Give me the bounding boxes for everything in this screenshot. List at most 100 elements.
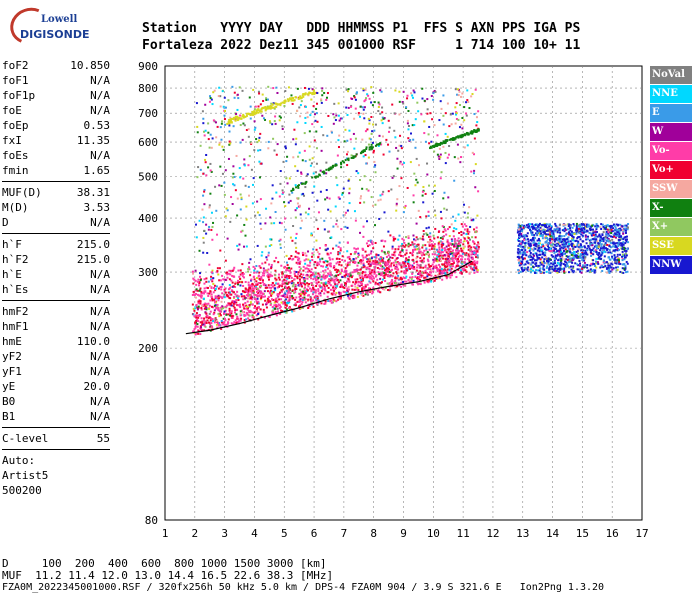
param-row: B1 N/A (2, 409, 110, 424)
param-row: foEs N/A (2, 148, 110, 163)
param-name: yE (2, 380, 16, 393)
x-tick-label: 5 (281, 527, 288, 540)
param-separator (2, 233, 110, 234)
param-row: h`F 215.0 (2, 237, 110, 252)
param-row: foEp 0.53 (2, 118, 110, 133)
param-row: h`E N/A (2, 267, 110, 282)
param-name: h`E (2, 268, 22, 281)
y-tick-label: 800 (138, 82, 158, 95)
param-name: h`F (2, 238, 22, 251)
y-tick-label: 900 (138, 60, 158, 73)
x-tick-label: 8 (370, 527, 377, 540)
x-tick-label: 16 (606, 527, 619, 540)
legend-item: NNW (650, 256, 692, 274)
param-row: foF2 10.850 (2, 58, 110, 73)
param-row: foF1p N/A (2, 88, 110, 103)
param-value: 215.0 (76, 238, 110, 251)
legend-item: SSW (650, 180, 692, 198)
param-row: yE 20.0 (2, 379, 110, 394)
param-value: 1.65 (83, 164, 111, 177)
param-row: hmE 110.0 (2, 334, 110, 349)
param-value: N/A (90, 104, 110, 117)
param-row: B0 N/A (2, 394, 110, 409)
param-value: 0.53 (83, 119, 111, 132)
param-name: fmin (2, 164, 29, 177)
param-value: 11.35 (76, 134, 110, 147)
footer-distance: D 100 200 400 600 800 1000 1500 3000 [km… (2, 557, 327, 570)
y-tick-label: 400 (138, 212, 158, 225)
param-name: h`F2 (2, 253, 29, 266)
param-name: MUF(D) (2, 186, 42, 199)
param-value: N/A (90, 395, 110, 408)
param-row: yF1 N/A (2, 364, 110, 379)
param-name: D (2, 216, 9, 229)
param-name: fxI (2, 134, 22, 147)
x-tick-label: 3 (221, 527, 228, 540)
param-value: 55 (96, 432, 110, 445)
digisonde-logo: Lowell DIGISONDE (5, 2, 89, 50)
x-tick-label: 1 (162, 527, 169, 540)
x-tick-label: 11 (457, 527, 470, 540)
scaled-parameters-panel: foF2 10.850 foF1 N/A foF1p N/A foE N/A foEp 0.53 f… (2, 58, 110, 498)
param-row: D N/A (2, 215, 110, 230)
param-name: hmF1 (2, 320, 29, 333)
param-value: N/A (90, 283, 110, 296)
virtual-height-trace (185, 260, 473, 335)
x-tick-label: 13 (516, 527, 529, 540)
param-name: h`Es (2, 283, 29, 296)
x-tick-label: 14 (546, 527, 560, 540)
param-row: h`Es N/A (2, 282, 110, 297)
param-name: C-level (2, 432, 49, 445)
param-name: foE (2, 104, 22, 117)
param-row: h`F2 215.0 (2, 252, 110, 267)
y-tick-label: 600 (138, 136, 158, 149)
legend-item: NNE (650, 85, 692, 103)
param-row: yF2 N/A (2, 349, 110, 364)
param-value: 38.31 (76, 186, 110, 199)
x-tick-label: 12 (486, 527, 499, 540)
autoscale-info: Auto: (2, 454, 36, 467)
param-value: N/A (90, 365, 110, 378)
header-labels: Station YYYY DAY DDD HHMMSS P1 FFS S AXN… (142, 21, 581, 36)
x-tick-label: 15 (576, 527, 589, 540)
param-value: N/A (90, 350, 110, 363)
param-value: N/A (90, 305, 110, 318)
param-name: B1 (2, 410, 16, 423)
param-name: B0 (2, 395, 16, 408)
param-name: M(D) (2, 201, 29, 214)
param-value: N/A (90, 410, 110, 423)
param-value: N/A (90, 216, 110, 229)
param-value: 20.0 (83, 380, 111, 393)
y-tick-label: 80 (145, 514, 158, 527)
footer: D 100 200 400 600 800 1000 1500 3000 [km… (2, 558, 604, 594)
param-value: 3.53 (83, 201, 111, 214)
legend-item: E (650, 104, 692, 122)
param-value: N/A (90, 74, 110, 87)
legend-item: Vo+ (650, 161, 692, 179)
param-row: C-level 55 (2, 431, 110, 446)
footer-file-info: FZA0M_2022345001000.RSF / 320fx256h 50 k… (2, 582, 605, 593)
param-value: 10.850 (70, 59, 110, 72)
param-value: 215.0 (76, 253, 110, 266)
param-name: yF1 (2, 365, 22, 378)
param-row: fmin 1.65 (2, 163, 110, 178)
legend-item: W (650, 123, 692, 141)
param-name: foEs (2, 149, 29, 162)
x-tick-label: 4 (251, 527, 258, 540)
param-name: yF2 (2, 350, 22, 363)
param-row: MUF(D) 38.31 (2, 185, 110, 200)
param-name: foF1 (2, 74, 29, 87)
param-value: N/A (90, 268, 110, 281)
param-value: N/A (90, 149, 110, 162)
legend-item: SSE (650, 237, 692, 255)
param-name: foF1p (2, 89, 36, 102)
autoscale-info: 500200 (2, 484, 42, 497)
param-value: N/A (90, 89, 110, 102)
autoscale-info: Artist5 (2, 469, 49, 482)
param-name: hmF2 (2, 305, 29, 318)
legend-item: X+ (650, 218, 692, 236)
logo-product: DIGISONDE (20, 28, 90, 41)
polarization-legend: NoVal NNE E W Vo- Vo+ SSW X- X+ SSE NNW (650, 66, 692, 275)
param-row: foE N/A (2, 103, 110, 118)
x-tick-label: 9 (400, 527, 407, 540)
